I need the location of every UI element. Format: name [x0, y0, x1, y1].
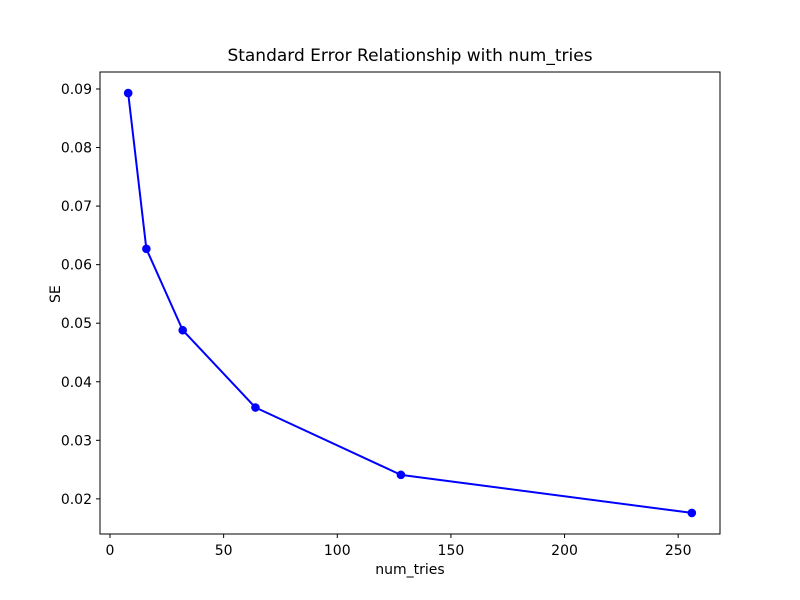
- y-tick-label: 0.02: [61, 492, 92, 508]
- data-point: [251, 403, 260, 412]
- y-tick-label: 0.04: [61, 375, 92, 391]
- data-point: [178, 325, 188, 335]
- y-tick-label: 0.09: [61, 82, 92, 98]
- y-tick-label: 0.07: [61, 199, 92, 215]
- x-tick-label: 250: [665, 543, 692, 559]
- y-tick-label: 0.03: [61, 433, 92, 449]
- x-tick-label: 50: [215, 543, 233, 559]
- data-point: [142, 244, 151, 254]
- y-tick-label: 0.06: [61, 258, 92, 274]
- x-tick-label: 200: [551, 543, 578, 559]
- y-axis-label: SE: [48, 285, 64, 303]
- x-tick-label: 100: [324, 543, 351, 559]
- data-point: [123, 88, 133, 98]
- data-point: [687, 508, 697, 518]
- data-point-markers: [123, 88, 697, 518]
- y-tick-label: 0.05: [61, 316, 92, 332]
- y-tick-label: 0.08: [61, 141, 92, 157]
- se-line: [127, 92, 693, 514]
- x-tick-label: 150: [438, 543, 465, 559]
- x-axis-ticks: 0 50 100 150 200 250: [106, 534, 692, 559]
- x-tick-label: 0: [106, 543, 115, 559]
- x-axis-label: num_tries: [375, 562, 445, 578]
- chart-title: Standard Error Relationship with num_tri…: [227, 46, 593, 66]
- data-point: [396, 470, 406, 480]
- y-axis-ticks: 0.02 0.03 0.04 0.05 0.06 0.07 0.08 0.09: [61, 82, 100, 508]
- plot-area: [99, 71, 721, 535]
